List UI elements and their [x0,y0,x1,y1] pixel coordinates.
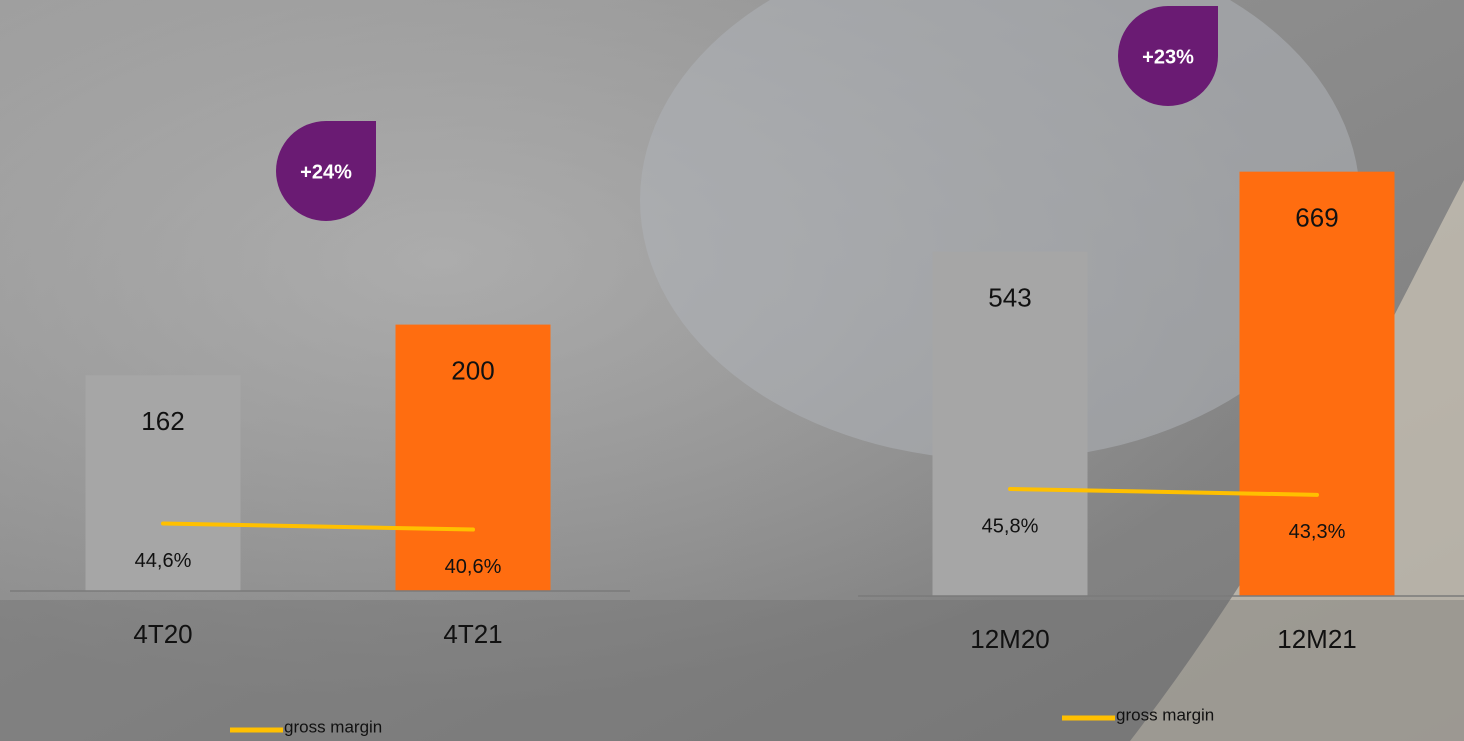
legend-label: gross margin [284,717,382,736]
growth-badge [276,121,376,221]
background-arc [1130,180,1464,741]
line-value-label: 45,8% [982,515,1039,537]
x-tick-label: 4T21 [443,619,502,649]
bar-value-label: 162 [141,406,184,436]
background-shape [640,0,1360,460]
bar-value-label: 669 [1295,203,1338,233]
growth-badge-label: +24% [300,161,352,183]
x-tick-label: 12M20 [970,624,1050,654]
x-tick-label: 4T20 [133,619,192,649]
bar-value-label: 200 [451,355,494,385]
line-value-label: 44,6% [135,550,192,572]
bar [932,251,1088,596]
legend-label: gross margin [1116,705,1214,724]
x-tick-label: 12M21 [1277,624,1357,654]
growth-badge [1118,6,1218,106]
bar [85,375,241,591]
line-value-label: 40,6% [445,556,502,578]
background-grass [0,600,1464,741]
line-series [1008,486,1319,497]
line-value-label: 43,3% [1289,521,1346,543]
bar-value-label: 543 [988,282,1031,312]
line-series [161,521,475,532]
bar [1239,171,1395,597]
bar [395,324,551,591]
growth-badge-label: +23% [1142,46,1194,68]
